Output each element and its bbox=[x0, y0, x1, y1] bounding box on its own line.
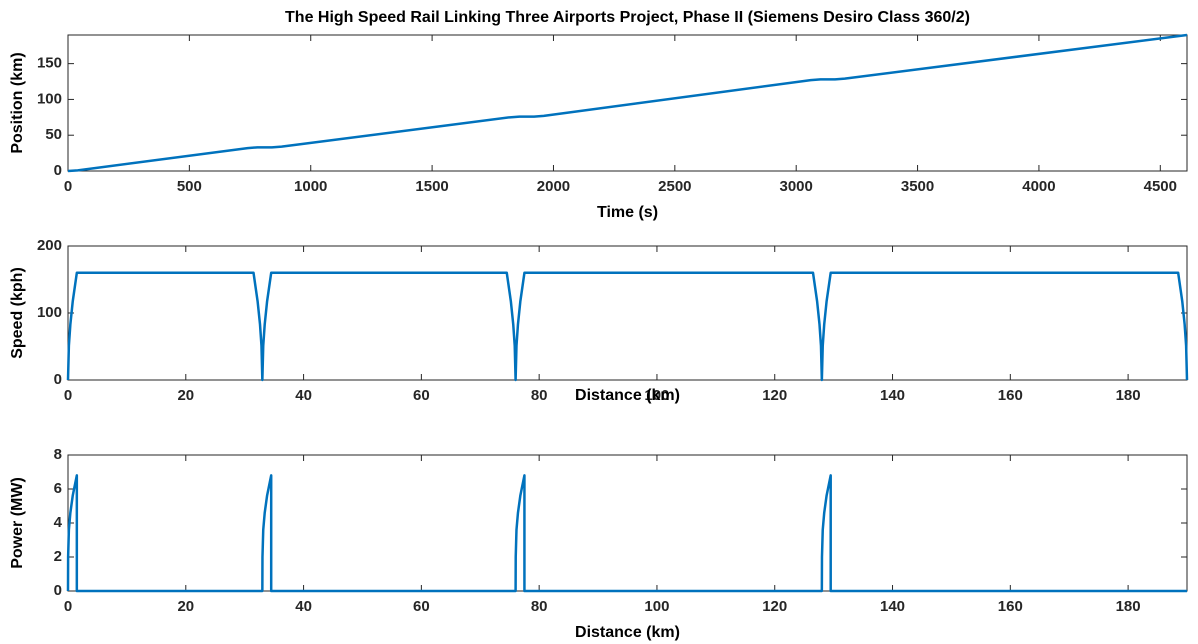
y-axis-label: Power (MW) bbox=[9, 477, 26, 569]
y-tick-label: 50 bbox=[45, 126, 62, 143]
x-tick-label: 0 bbox=[64, 598, 72, 615]
x-tick-label: 160 bbox=[998, 387, 1023, 404]
y-tick-label: 6 bbox=[54, 480, 62, 497]
x-tick-label: 40 bbox=[295, 598, 312, 615]
x-tick-label: 1500 bbox=[415, 178, 448, 195]
y-axis-label: Speed (kph) bbox=[9, 267, 26, 359]
y-tick-label: 100 bbox=[37, 304, 62, 321]
x-tick-label: 140 bbox=[880, 598, 905, 615]
y-tick-label: 100 bbox=[37, 90, 62, 107]
x-tick-label: 20 bbox=[177, 387, 194, 404]
x-tick-label: 180 bbox=[1116, 387, 1141, 404]
data-line bbox=[66, 271, 1189, 382]
x-tick-label: 4000 bbox=[1022, 178, 1055, 195]
x-tick-label: 2000 bbox=[537, 178, 570, 195]
x-axis-label: Distance (km) bbox=[575, 624, 680, 641]
y-tick-label: 0 bbox=[54, 162, 62, 179]
chart-title: The High Speed Rail Linking Three Airpor… bbox=[285, 9, 970, 26]
x-axis-label: Distance (km) bbox=[575, 387, 680, 404]
axes-box bbox=[67, 245, 1188, 381]
y-tick-label: 200 bbox=[37, 237, 62, 254]
x-tick-label: 20 bbox=[177, 598, 194, 615]
y-tick-label: 0 bbox=[54, 371, 62, 388]
x-tick-label: 120 bbox=[762, 598, 787, 615]
x-tick-label: 180 bbox=[1116, 598, 1141, 615]
y-tick-label: 150 bbox=[37, 55, 62, 72]
x-tick-label: 0 bbox=[64, 387, 72, 404]
x-axis-label: Time (s) bbox=[597, 204, 658, 221]
x-tick-label: 140 bbox=[880, 387, 905, 404]
x-tick-label: 60 bbox=[413, 598, 430, 615]
x-tick-label: 2500 bbox=[658, 178, 691, 195]
x-tick-label: 100 bbox=[644, 387, 669, 404]
x-tick-label: 100 bbox=[644, 598, 669, 615]
axes-box bbox=[67, 454, 1188, 592]
x-tick-label: 3500 bbox=[901, 178, 934, 195]
x-tick-label: 0 bbox=[64, 178, 72, 195]
x-tick-label: 40 bbox=[295, 387, 312, 404]
x-tick-label: 500 bbox=[177, 178, 202, 195]
y-axis-label: Position (km) bbox=[9, 52, 26, 153]
x-tick-label: 3000 bbox=[780, 178, 813, 195]
data-line bbox=[66, 474, 1187, 593]
x-tick-label: 160 bbox=[998, 598, 1023, 615]
x-tick-label: 1000 bbox=[294, 178, 327, 195]
data-line bbox=[67, 33, 1188, 173]
x-tick-label: 120 bbox=[762, 387, 787, 404]
x-tick-label: 4500 bbox=[1144, 178, 1177, 195]
y-tick-label: 2 bbox=[54, 548, 62, 565]
y-tick-label: 8 bbox=[54, 446, 62, 463]
x-tick-label: 80 bbox=[531, 387, 548, 404]
x-tick-label: 60 bbox=[413, 387, 430, 404]
x-tick-label: 80 bbox=[531, 598, 548, 615]
y-tick-label: 0 bbox=[54, 582, 62, 599]
y-tick-label: 4 bbox=[54, 514, 63, 531]
